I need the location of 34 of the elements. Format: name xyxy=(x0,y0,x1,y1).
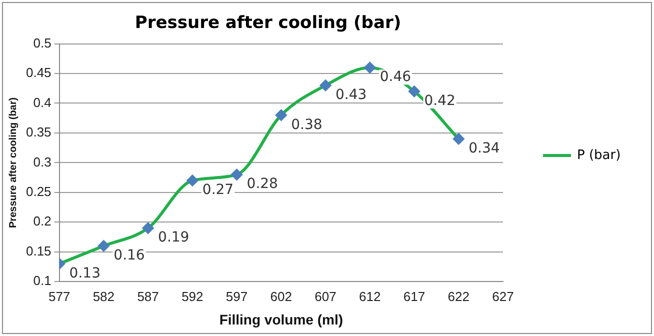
x-tick-label: 617 xyxy=(403,288,426,304)
x-tick-label: 577 xyxy=(48,288,70,304)
x-tick-label: 627 xyxy=(492,288,514,304)
y-tick-label: 0.5 xyxy=(33,35,52,50)
data-label: 0.42 xyxy=(424,93,456,109)
x-tick-label: 592 xyxy=(182,288,204,304)
x-tick-label: 587 xyxy=(137,288,159,304)
y-tick-label: 0.2 xyxy=(33,214,52,229)
data-label: 0.38 xyxy=(291,116,322,133)
y-tick-label: 0.4 xyxy=(33,94,52,110)
data-label: 0.28 xyxy=(246,176,278,192)
x-tick-label: 582 xyxy=(92,288,115,304)
x-tick-label: 597 xyxy=(226,288,248,304)
y-tick-label: 0.45 xyxy=(26,65,52,80)
data-label: 0.43 xyxy=(336,87,367,104)
y-axis-title: Pressure after cooling (bar) xyxy=(8,97,19,228)
data-label: 0.19 xyxy=(158,230,190,246)
x-tick-label: 602 xyxy=(270,288,292,304)
data-label: 0.27 xyxy=(202,182,234,198)
x-axis-title: Filling volume (ml) xyxy=(219,311,343,328)
data-label: 0.16 xyxy=(114,248,145,264)
y-tick-label: 0.35 xyxy=(26,124,52,140)
chart-title: Pressure after cooling (bar) xyxy=(134,13,402,33)
y-tick-label: 0.3 xyxy=(33,154,52,170)
data-label: 0.46 xyxy=(380,69,412,86)
legend-label: P (bar) xyxy=(577,148,621,163)
y-tick-label: 0.1 xyxy=(33,273,52,288)
x-tick-label: 607 xyxy=(314,288,336,304)
x-tick-label: 612 xyxy=(359,288,381,304)
y-tick-label: 0.15 xyxy=(26,243,52,258)
data-label: 0.13 xyxy=(69,265,100,282)
x-tick-label: 622 xyxy=(448,288,470,304)
data-label: 0.34 xyxy=(468,140,500,157)
y-tick-label: 0.25 xyxy=(26,184,52,200)
